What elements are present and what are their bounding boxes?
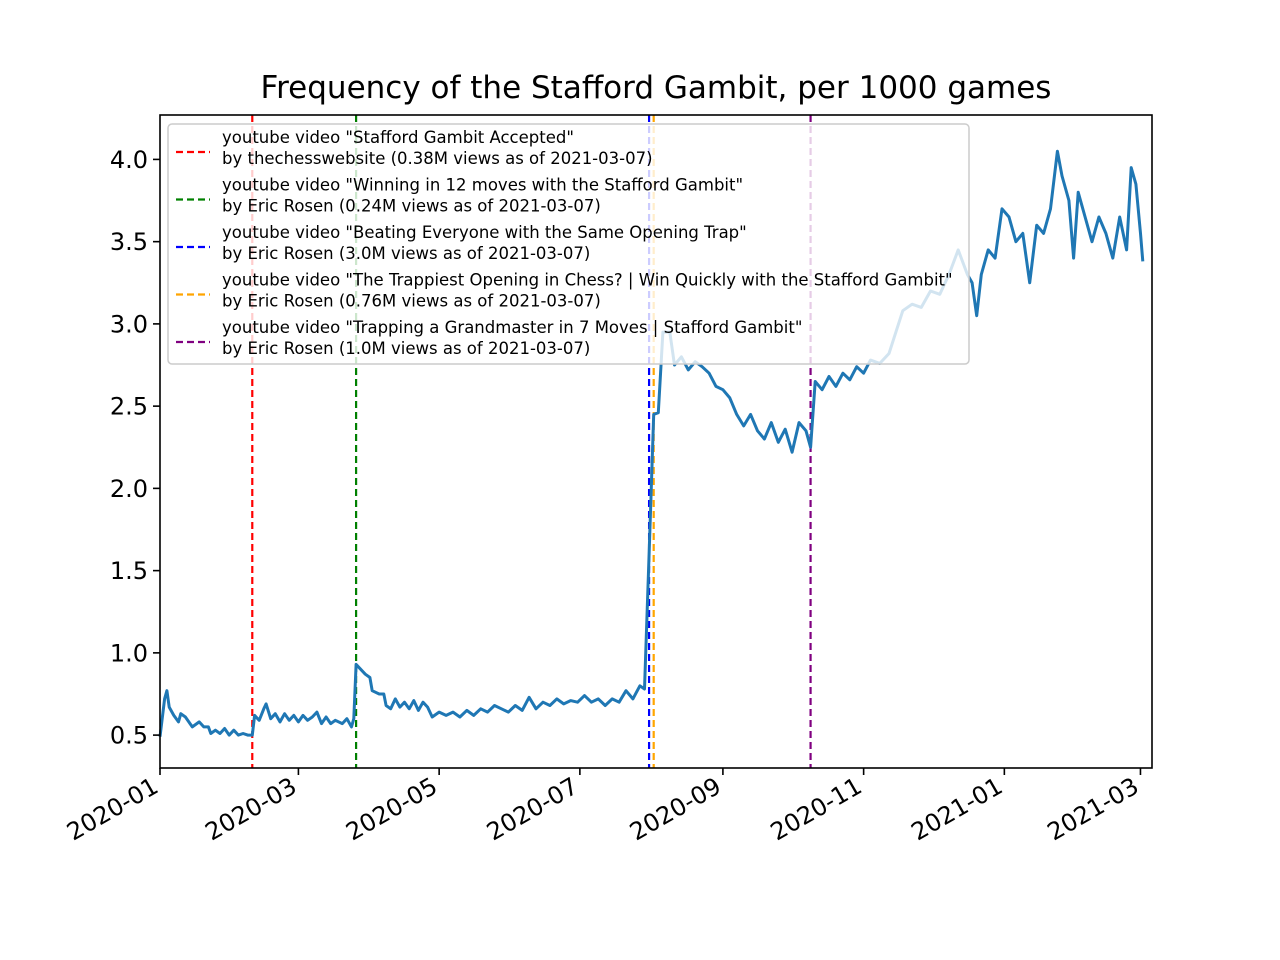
y-tick-label: 2.0: [110, 475, 148, 503]
y-tick-label: 3.0: [110, 310, 148, 338]
y-tick-label: 2.5: [110, 393, 148, 421]
legend-label-3-line2: by Eric Rosen (3.0M views as of 2021-03-…: [222, 244, 590, 263]
plot-frame: [159, 114, 1153, 769]
chart-title: Frequency of the Stafford Gambit, per 10…: [261, 70, 1052, 106]
y-tick-label: 0.5: [110, 722, 148, 750]
y-tick-label: 3.5: [110, 228, 148, 256]
legend: youtube video "Stafford Gambit Accepted"…: [167, 123, 970, 365]
legend-label-4-line1: youtube video "The Trappiest Opening in …: [222, 271, 953, 290]
legend-label-1-line2: by thechesswebsite (0.38M views as of 20…: [222, 149, 653, 168]
y-tick-label: 1.5: [110, 557, 148, 585]
legend-label-3-line1: youtube video "Beating Everyone with the…: [222, 223, 747, 242]
series-layer: [158, 149, 1145, 737]
series-line-1: [158, 149, 1145, 737]
y-tick-label: 4.0: [110, 146, 148, 174]
legend-label-5-line2: by Eric Rosen (1.0M views as of 2021-03-…: [222, 339, 590, 358]
legend-label-4-line2: by Eric Rosen (0.76M views as of 2021-03…: [222, 292, 601, 311]
event-lines: [251, 115, 812, 768]
legend-label-2-line1: youtube video "Winning in 12 moves with …: [222, 176, 743, 195]
y-tick-label: 1.0: [110, 639, 148, 667]
legend-label-2-line2: by Eric Rosen (0.24M views as of 2021-03…: [222, 197, 601, 216]
legend-label-1-line1: youtube video "Stafford Gambit Accepted": [222, 128, 574, 147]
legend-label-5-line1: youtube video "Trapping a Grandmaster in…: [222, 318, 802, 337]
legend-box: [167, 123, 970, 365]
